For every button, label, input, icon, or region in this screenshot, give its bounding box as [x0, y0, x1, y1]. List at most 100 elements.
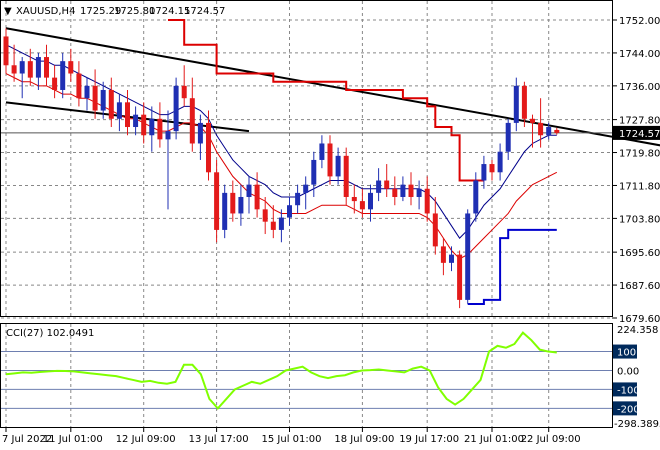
time-tick-label: 7 Jul 2022	[2, 434, 52, 445]
candle-body	[546, 127, 552, 136]
candle-body	[60, 61, 66, 90]
candle-body	[11, 65, 17, 74]
candle-body	[3, 36, 9, 66]
candle-body	[116, 102, 122, 119]
candlesticks	[3, 28, 560, 309]
price-tick-label: 1679.60	[619, 314, 660, 325]
trendline-upper	[5, 27, 660, 147]
candle-body	[400, 184, 406, 197]
cci-gridlines	[1, 324, 612, 427]
candle-body	[108, 89, 114, 119]
header-symbol: XAUUSD,H4	[16, 6, 75, 17]
candle-body	[384, 180, 390, 189]
candle-body	[27, 61, 33, 78]
candle-body	[68, 61, 74, 74]
candle-body	[173, 85, 179, 132]
cci-axis: 100 0.00 -100 -200 224.358 -298.3895	[613, 325, 660, 430]
candle-body	[473, 180, 479, 214]
candle-body	[246, 184, 252, 197]
candle-body	[311, 159, 317, 185]
candle-body	[392, 188, 398, 197]
candle-body	[44, 57, 49, 78]
candle-body	[481, 164, 487, 181]
candle-body	[133, 114, 139, 128]
candle-body	[19, 61, 25, 74]
time-tick-label: 22 Jul 09:00	[521, 434, 581, 445]
header-high: 1725.80	[114, 6, 155, 17]
candle-body	[52, 77, 58, 90]
candle-body	[432, 213, 438, 247]
cci-max-label: 224.358	[617, 325, 658, 336]
current-price-label-bg	[613, 125, 660, 140]
cci-level-label: 100	[617, 348, 636, 359]
candle-body	[303, 184, 309, 193]
candle-body	[295, 192, 301, 206]
candle-body	[440, 246, 446, 263]
time-tick-label: 19 Jul 17:00	[399, 434, 459, 445]
candle-body	[165, 131, 171, 140]
candle-body	[222, 192, 228, 230]
candle-body	[554, 129, 560, 133]
time-tick-label: 13 Jul 17:00	[189, 434, 249, 445]
cci-indicator	[5, 331, 557, 410]
candle-body	[521, 85, 527, 119]
candle-body	[538, 122, 544, 136]
candle-body	[424, 188, 430, 214]
header-close: 1724.57	[184, 6, 225, 17]
candle-body	[343, 155, 349, 197]
candle-body	[416, 188, 422, 197]
candle-body	[457, 254, 463, 300]
candle-body	[335, 155, 341, 177]
candle-body	[489, 164, 495, 173]
price-tick-label: 1687.60	[619, 281, 660, 292]
blue-average	[5, 44, 557, 239]
candle-body	[319, 143, 325, 160]
price-tick-label: 1744.00	[619, 49, 660, 60]
price-tick-label: 1695.60	[619, 248, 660, 259]
cci-level-label: -100	[617, 385, 640, 396]
time-tick-label: 15 Jul 01:00	[262, 434, 322, 445]
red-step-upper	[168, 19, 484, 182]
cci-line	[5, 331, 557, 410]
candle-body	[262, 209, 268, 222]
candle-body	[449, 254, 454, 263]
symbol-icon: ▼	[4, 6, 12, 17]
candle-body	[465, 213, 471, 300]
cci-level-label: -200	[617, 404, 640, 415]
cci-level-label: 0.00	[617, 366, 639, 377]
time-tick-label: 18 Jul 09:00	[334, 434, 394, 445]
header-low: 1724.15	[149, 6, 190, 17]
cci-level-label-bg	[613, 382, 637, 397]
price-tick-label: 1752.00	[619, 16, 660, 27]
candle-body	[181, 85, 187, 99]
candle-body	[100, 89, 106, 111]
candle-body	[35, 57, 41, 78]
candle-body	[327, 143, 333, 177]
chart-header: ▼ XAUUSD,H4 1725.29 1725.80 1724.15 1724…	[4, 6, 225, 17]
candle-body	[76, 73, 82, 99]
candle-body	[505, 122, 511, 152]
blue-step-lower	[467, 228, 557, 306]
price-tick-label: 1719.80	[619, 149, 660, 160]
candle-body	[125, 102, 130, 128]
cci-header: CCI(27) 102.0491	[6, 328, 94, 339]
candle-body	[497, 151, 503, 173]
time-tick-label: 21 Jul 01:00	[464, 434, 524, 445]
price-tick-label: 1711.80	[619, 181, 660, 192]
candle-body	[141, 114, 147, 136]
current-price-label: 1724.57	[619, 129, 660, 140]
candle-body	[206, 122, 211, 173]
candle-body	[270, 221, 276, 230]
candle-body	[230, 192, 236, 214]
time-tick-label: 12 Jul 09:00	[116, 434, 176, 445]
candle-body	[214, 172, 220, 230]
cci-min-label: -298.3895	[614, 419, 660, 430]
price-axis: 1752.00 1744.00 1736.00 1727.80 1719.80 1711.…	[612, 16, 660, 325]
candle-body	[197, 122, 203, 144]
header-open: 1725.29	[80, 6, 121, 17]
cci-level-label-bg	[613, 401, 637, 416]
main-chart-frame	[0, 0, 613, 317]
price-tick-label: 1727.80	[619, 116, 660, 127]
